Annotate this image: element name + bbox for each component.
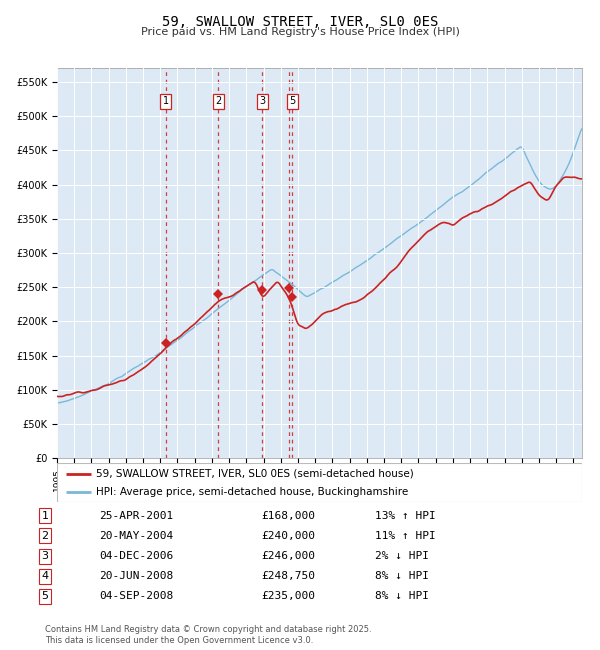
Text: Price paid vs. HM Land Registry's House Price Index (HPI): Price paid vs. HM Land Registry's House … — [140, 27, 460, 37]
Text: 5: 5 — [41, 592, 49, 601]
Text: 04-SEP-2008: 04-SEP-2008 — [99, 592, 173, 601]
Text: 2: 2 — [41, 531, 49, 541]
Text: 25-APR-2001: 25-APR-2001 — [99, 511, 173, 521]
Text: 1: 1 — [163, 96, 169, 107]
Text: 59, SWALLOW STREET, IVER, SL0 0ES: 59, SWALLOW STREET, IVER, SL0 0ES — [162, 15, 438, 29]
Text: 11% ↑ HPI: 11% ↑ HPI — [375, 531, 436, 541]
Text: £240,000: £240,000 — [261, 531, 315, 541]
Text: 4: 4 — [41, 571, 49, 581]
Text: 04-DEC-2006: 04-DEC-2006 — [99, 551, 173, 561]
Text: 13% ↑ HPI: 13% ↑ HPI — [375, 511, 436, 521]
Text: £235,000: £235,000 — [261, 592, 315, 601]
Text: 20-MAY-2004: 20-MAY-2004 — [99, 531, 173, 541]
Text: Contains HM Land Registry data © Crown copyright and database right 2025.
This d: Contains HM Land Registry data © Crown c… — [45, 625, 371, 645]
Text: £248,750: £248,750 — [261, 571, 315, 581]
Text: 3: 3 — [259, 96, 265, 107]
Text: 1: 1 — [41, 511, 49, 521]
Text: 2: 2 — [215, 96, 221, 107]
Text: £246,000: £246,000 — [261, 551, 315, 561]
Text: 8% ↓ HPI: 8% ↓ HPI — [375, 571, 429, 581]
Text: 3: 3 — [41, 551, 49, 561]
Text: 5: 5 — [289, 96, 295, 107]
Text: 2% ↓ HPI: 2% ↓ HPI — [375, 551, 429, 561]
Text: £168,000: £168,000 — [261, 511, 315, 521]
Text: 20-JUN-2008: 20-JUN-2008 — [99, 571, 173, 581]
Text: HPI: Average price, semi-detached house, Buckinghamshire: HPI: Average price, semi-detached house,… — [97, 487, 409, 497]
Text: 8% ↓ HPI: 8% ↓ HPI — [375, 592, 429, 601]
Text: 59, SWALLOW STREET, IVER, SL0 0ES (semi-detached house): 59, SWALLOW STREET, IVER, SL0 0ES (semi-… — [97, 469, 414, 478]
